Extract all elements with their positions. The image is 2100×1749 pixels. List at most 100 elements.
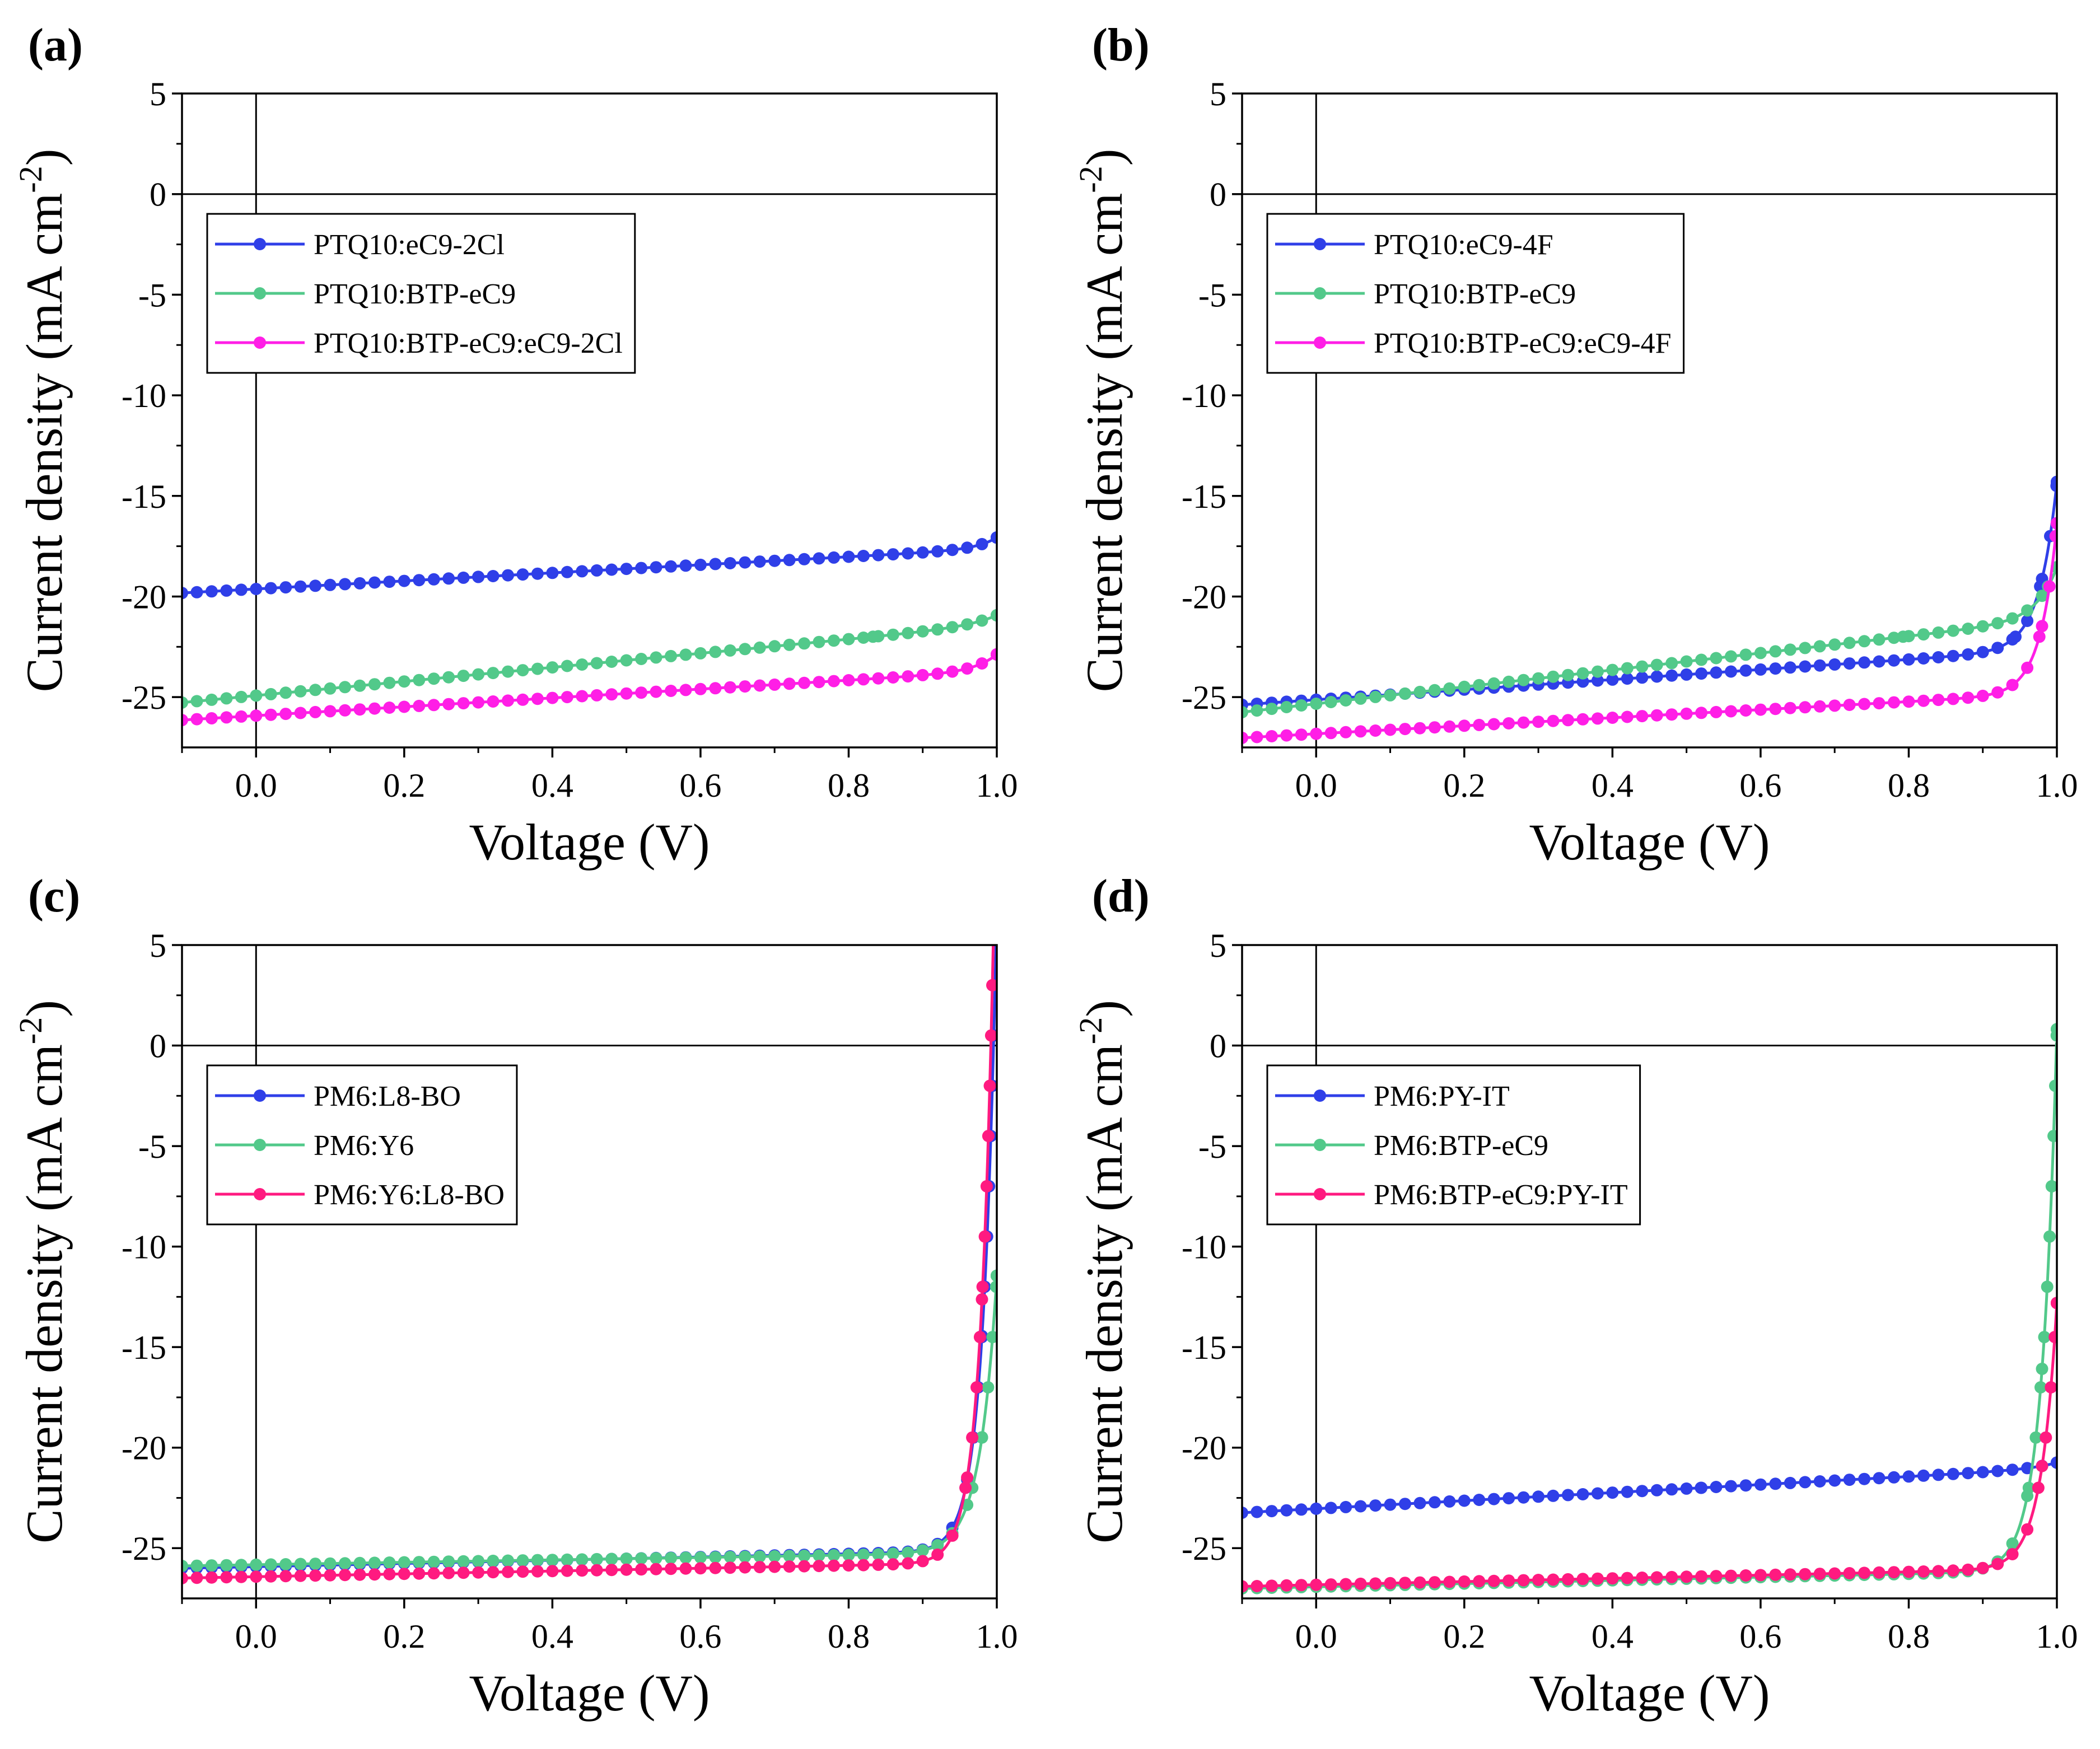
series-point bbox=[1739, 1479, 1752, 1492]
series-point bbox=[339, 1557, 351, 1570]
series-line-1 bbox=[182, 1282, 997, 1568]
series-point bbox=[427, 672, 440, 685]
series-point bbox=[487, 570, 500, 582]
x-axis-label: Voltage (V) bbox=[469, 813, 710, 871]
series-point bbox=[1443, 682, 1456, 695]
series-point bbox=[1517, 1574, 1530, 1587]
series-point bbox=[931, 545, 944, 558]
y-tick-label: -25 bbox=[122, 1530, 166, 1567]
series-point bbox=[264, 708, 277, 721]
series-point bbox=[1280, 1504, 1293, 1517]
series-point bbox=[1606, 712, 1619, 724]
series-point bbox=[368, 576, 381, 589]
series-point bbox=[961, 618, 974, 631]
series-point bbox=[2041, 1280, 2054, 1293]
series-point bbox=[1947, 624, 1959, 637]
series-point bbox=[324, 1557, 337, 1570]
series-point bbox=[1784, 661, 1796, 674]
series-point bbox=[1873, 697, 1886, 710]
series-point bbox=[1250, 1580, 1263, 1592]
series-point bbox=[1591, 712, 1604, 725]
series-point bbox=[2036, 1460, 2048, 1472]
x-tick-label: 0.0 bbox=[1295, 767, 1337, 804]
series-point bbox=[205, 693, 218, 706]
series-point bbox=[235, 1559, 248, 1572]
series-point bbox=[1428, 721, 1441, 734]
series-point bbox=[966, 1431, 979, 1444]
series-point bbox=[1917, 1565, 1930, 1578]
series-point bbox=[886, 1558, 899, 1571]
x-tick-label: 0.2 bbox=[1443, 767, 1485, 804]
series-point bbox=[976, 1431, 988, 1444]
series-point bbox=[383, 702, 396, 714]
series-point bbox=[1369, 1499, 1382, 1512]
legend-entry: PM6:Y6 bbox=[314, 1130, 414, 1162]
series-point bbox=[1354, 1577, 1367, 1590]
series-point bbox=[783, 677, 796, 690]
series-point bbox=[1769, 662, 1782, 675]
series-point bbox=[1340, 694, 1352, 707]
series-point bbox=[1976, 1466, 1989, 1479]
series-point bbox=[984, 1029, 997, 1042]
series-point bbox=[694, 558, 707, 571]
series-point bbox=[1458, 680, 1471, 693]
series-point bbox=[546, 691, 559, 704]
series-point bbox=[886, 671, 899, 684]
series-point bbox=[1976, 689, 1989, 702]
y-tick-label: -20 bbox=[122, 1430, 166, 1467]
series-point bbox=[813, 676, 825, 689]
series-point bbox=[516, 1565, 529, 1578]
series-point bbox=[413, 699, 426, 712]
series-point bbox=[1265, 1579, 1278, 1592]
y-tick-label: -5 bbox=[138, 1128, 166, 1165]
series-point bbox=[665, 560, 677, 573]
series-point bbox=[783, 1550, 796, 1563]
series-point bbox=[2051, 1456, 2057, 1469]
y-tick-label: 5 bbox=[150, 927, 166, 964]
series-point bbox=[2006, 1548, 2019, 1560]
series-point bbox=[842, 1549, 855, 1561]
legend-entry: PTQ10:BTP-eC9 bbox=[314, 278, 516, 310]
series-point bbox=[1242, 1507, 1248, 1519]
series-point bbox=[1265, 730, 1278, 742]
series-point bbox=[1621, 1572, 1634, 1584]
legend: PM6:L8-BO PM6:Y6 PM6:Y6:L8-BO bbox=[206, 1064, 518, 1226]
series-point bbox=[842, 550, 855, 563]
series-point bbox=[931, 1548, 944, 1561]
series-point bbox=[1636, 660, 1649, 673]
series-point bbox=[442, 572, 455, 585]
series-point bbox=[620, 654, 633, 667]
series-point bbox=[1962, 1467, 1975, 1480]
series-point bbox=[1754, 663, 1767, 676]
series-point bbox=[398, 574, 410, 587]
x-tick-label: 0.2 bbox=[1443, 1618, 1485, 1655]
series-point bbox=[991, 1269, 997, 1282]
series-point bbox=[2045, 1381, 2057, 1393]
series-point bbox=[531, 1554, 544, 1566]
series-point bbox=[872, 549, 885, 562]
series-point bbox=[182, 1572, 188, 1584]
series-point bbox=[2021, 1523, 2034, 1536]
y-tick-label: -20 bbox=[1182, 1430, 1226, 1467]
series-point bbox=[1591, 665, 1604, 678]
series-point bbox=[650, 1552, 662, 1565]
series-point bbox=[1606, 1486, 1619, 1499]
series-point bbox=[1310, 698, 1323, 710]
x-tick-label: 1.0 bbox=[976, 767, 1018, 804]
series-point bbox=[220, 1571, 233, 1584]
series-point bbox=[946, 621, 959, 634]
series-point bbox=[709, 1551, 722, 1564]
legend-swatch-marker bbox=[254, 238, 266, 250]
y-tick-label: -15 bbox=[122, 478, 166, 515]
y-tick-label: -25 bbox=[1182, 679, 1226, 716]
series-point bbox=[398, 675, 410, 688]
series-point bbox=[798, 1560, 811, 1573]
series-point bbox=[635, 562, 648, 574]
series-point bbox=[842, 633, 855, 646]
series-point bbox=[205, 1571, 218, 1584]
y-tick-label: 0 bbox=[150, 176, 166, 213]
y-tick-label: -5 bbox=[138, 277, 166, 314]
series-point bbox=[1487, 677, 1500, 690]
series-point bbox=[1487, 718, 1500, 731]
series-point bbox=[916, 546, 929, 559]
